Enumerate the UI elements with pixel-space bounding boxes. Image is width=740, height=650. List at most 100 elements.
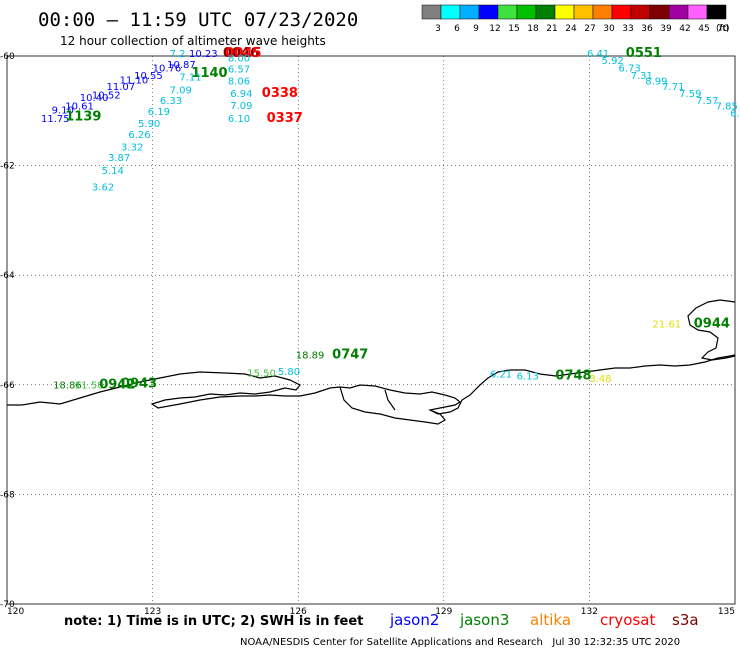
- wave-height-label: 8.00: [228, 53, 250, 64]
- wave-height-label: 11.75: [41, 114, 70, 125]
- wave-height-label: 6.1: [730, 108, 740, 119]
- plot-frame: [6, 55, 736, 605]
- longitude-tick-label: 120: [7, 607, 24, 617]
- pass-time-label: 0748: [555, 368, 591, 383]
- longitude-tick-label: 135: [718, 607, 735, 617]
- wave-height-label: 6.21: [490, 370, 512, 381]
- wave-height-label: 6.94: [230, 89, 252, 100]
- latitude-tick-label: -62: [0, 162, 15, 172]
- wave-height-label: 10.55: [134, 71, 163, 82]
- wave-height-label: 7.57: [696, 96, 718, 107]
- color-scale-tick-label: 27: [584, 24, 595, 34]
- longitude-tick-labels: 120 123 126 129 132 135: [7, 607, 735, 617]
- color-swatch: [573, 4, 594, 20]
- wave-height-label: 7.31: [631, 71, 653, 82]
- wave-height-label: 3.87: [108, 153, 130, 164]
- color-swatch: [440, 4, 461, 20]
- longitude-tick-label: 126: [290, 607, 307, 617]
- wave-height-label: 18.89: [296, 350, 325, 361]
- wave-height-label: 7.71: [662, 82, 684, 93]
- color-swatch: [459, 4, 480, 20]
- wave-height-label: 5.14: [102, 166, 124, 177]
- color-scale-tick-label: 18: [527, 24, 539, 34]
- wave-height-label: 6.57: [228, 64, 250, 75]
- note-text: note: 1) Time is in UTC; 2) SWH is in fe…: [64, 614, 363, 629]
- wave-height-label: 6.26: [128, 130, 150, 141]
- pass-time-label: 0045: [225, 46, 261, 61]
- satellite-legend: jason2 jason3 altika cryosat s3a: [389, 611, 699, 629]
- wave-height-label: 5.80: [278, 367, 300, 378]
- wave-height-label: 10.40: [80, 93, 109, 104]
- map-subtitle: 12 hour collection of altimeter wave hei…: [60, 34, 326, 48]
- color-scale-tick-label: 70: [717, 24, 729, 34]
- legend-altika: altika: [530, 611, 571, 629]
- pass-time-label: 1139: [65, 110, 101, 125]
- color-scale-tick-label: 12: [489, 24, 500, 34]
- legend-s3a: s3a: [672, 611, 699, 629]
- wave-height-label: 5.92: [602, 56, 624, 67]
- color-scale-tick-label: 6: [454, 24, 460, 34]
- wave-height-label: 7.09: [230, 101, 252, 112]
- wave-height-label: 6.73: [619, 63, 641, 74]
- color-scale-tick-label: 24: [565, 24, 577, 34]
- color-swatch: [687, 4, 708, 20]
- wave-height-label: 8.06: [228, 76, 250, 87]
- color-swatch: [535, 4, 556, 20]
- pass-time-label: 0337: [267, 111, 303, 126]
- map-title: 00:00 – 11:59 UTC 07/23/2020: [38, 9, 358, 31]
- wave-height-label: 10.52: [92, 91, 121, 102]
- wave-height-label: 7.59: [679, 89, 701, 100]
- color-swatch: [668, 4, 689, 20]
- color-scale-tick-label: 45: [698, 24, 709, 34]
- wave-height-label: 7.09: [170, 85, 192, 96]
- longitude-tick-label: 132: [581, 607, 598, 617]
- pass-time-label: 0943: [121, 377, 157, 392]
- latitude-tick-labels: -60 -62 -64 -66 -68 -70: [0, 52, 15, 610]
- pass-time-label: 0338: [262, 86, 298, 101]
- wave-height-label: 11.10: [120, 75, 149, 86]
- antarctic-coastline: [7, 354, 736, 415]
- footer-credit: NOAA/NESDIS Center for Satellite Applica…: [240, 637, 680, 648]
- color-swatch: [611, 4, 632, 20]
- pass-time-label: 0551: [626, 46, 662, 61]
- latitude-tick-label: -68: [0, 490, 15, 500]
- wave-height-label: 21.61: [652, 319, 681, 330]
- wave-height-label: 7.85: [716, 102, 738, 113]
- color-swatch: [516, 4, 537, 20]
- wave-height-label: 6.19: [148, 107, 170, 118]
- wave-height-annotations: 11.759.1010.6110.4010.5211.0711.1010.551…: [41, 46, 740, 393]
- wave-height-label: 11.07: [106, 82, 135, 93]
- wave-height-label: 7.2: [170, 49, 186, 60]
- longitude-tick-label: 129: [435, 607, 452, 617]
- pass-time-label: 0046: [223, 46, 259, 61]
- wave-height-label: 7.11: [179, 73, 201, 84]
- latitude-tick-label: -60: [0, 52, 15, 62]
- wave-height-label: 10.61: [65, 102, 94, 113]
- wave-height-label: 10.76: [153, 63, 182, 74]
- legend-jason3: jason3: [459, 611, 509, 629]
- coastline-east-peninsula: [687, 299, 736, 361]
- color-scale-tick-label: 39: [660, 24, 672, 34]
- color-scale-tick-label: 21: [546, 24, 557, 34]
- color-scale-tick-label: 15: [508, 24, 519, 34]
- wave-height-label: 6.10: [228, 114, 250, 125]
- wave-height-label: 11.50: [75, 381, 104, 392]
- wave-height-label: 10.23: [189, 49, 218, 60]
- wave-height-label: 9.10: [52, 106, 74, 117]
- wave-height-label: 15.50: [247, 369, 276, 380]
- wave-height-label: 3.32: [121, 142, 143, 153]
- color-swatch: [421, 4, 442, 20]
- wave-height-label: 6.13: [517, 371, 539, 382]
- wave-height-label: 3.48: [589, 374, 611, 385]
- color-swatch: [478, 4, 499, 20]
- grid-lines: [7, 56, 735, 604]
- pass-time-label: 0944: [694, 316, 730, 331]
- wave-height-label: 6.33: [160, 96, 182, 107]
- color-scale-tick-label: 30: [603, 24, 615, 34]
- color-swatch: [630, 4, 651, 20]
- color-scale-tick-label: 42: [679, 24, 690, 34]
- coastline-inlet: [339, 386, 446, 425]
- wave-height-label: 6.41: [587, 49, 609, 60]
- wave-height-label: 10.87: [167, 60, 196, 71]
